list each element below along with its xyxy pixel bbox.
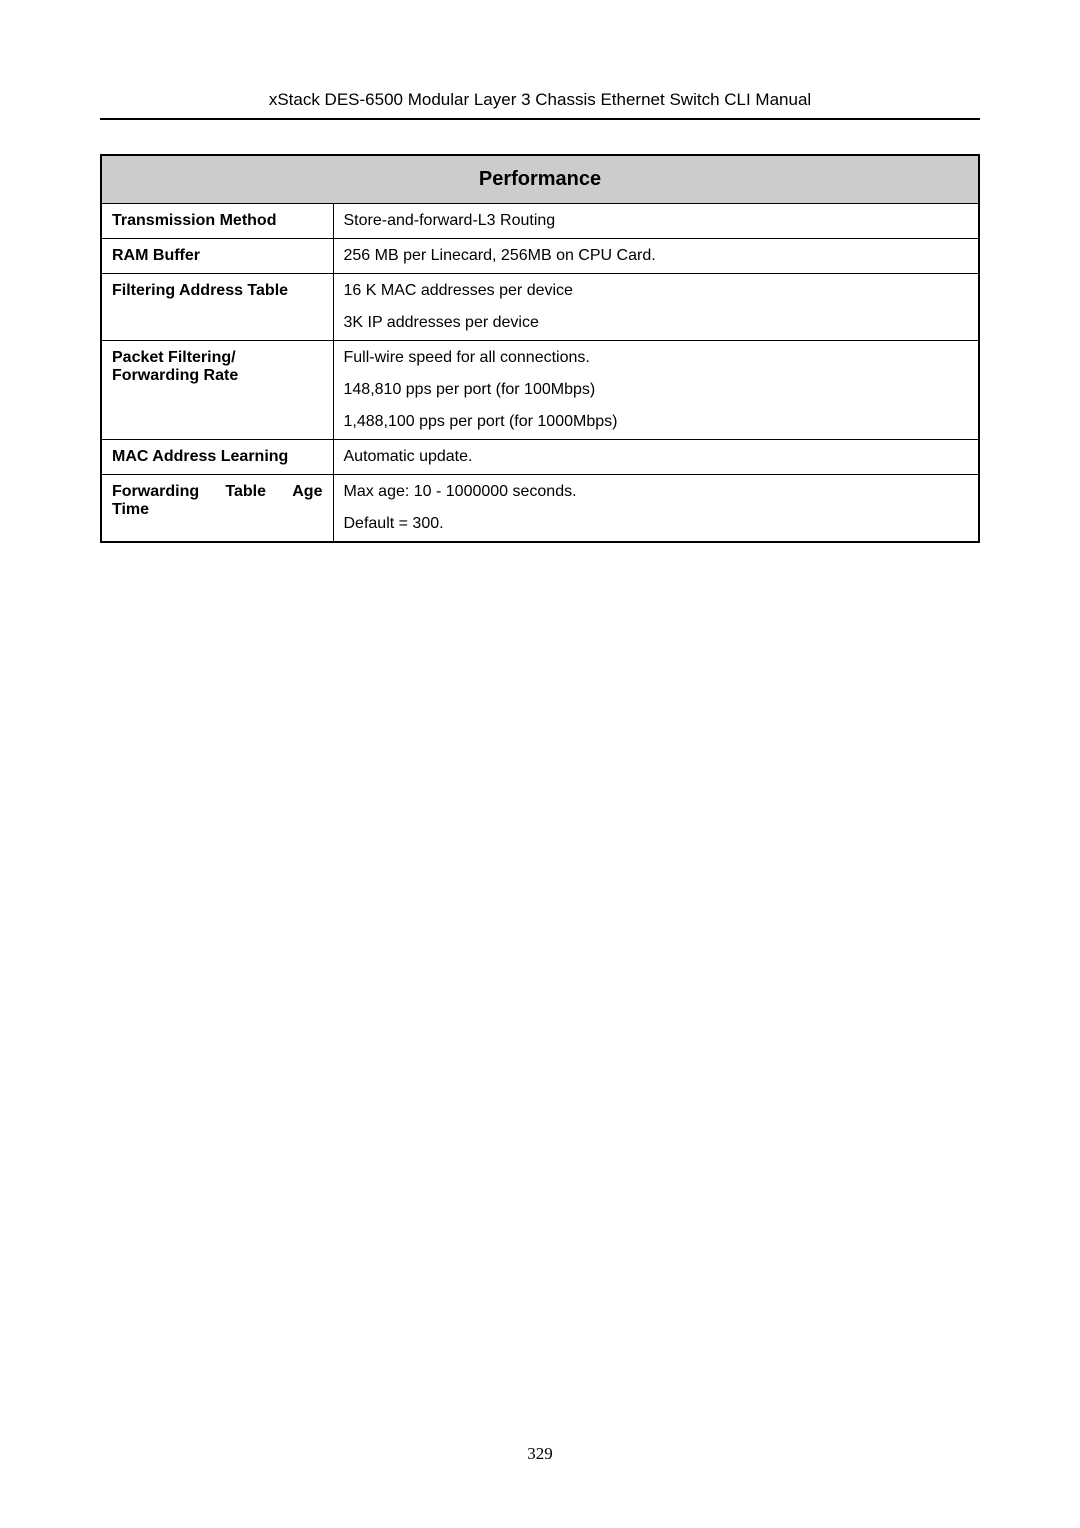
label-word: Age (292, 483, 322, 501)
performance-table: Performance Transmission Method Store-an… (100, 154, 980, 543)
value-line: Default = 300. (344, 515, 969, 533)
table-title-cell: Performance (101, 155, 979, 204)
label-line: Forwarding Table Age (112, 483, 323, 501)
row-label-ram-buffer: RAM Buffer (101, 239, 333, 274)
value-line: 3K IP addresses per device (344, 314, 969, 332)
row-label-forwarding-age: Forwarding Table Age Time (101, 475, 333, 543)
table-row: Transmission Method Store-and-forward-L3… (101, 204, 979, 239)
value-line: Max age: 10 - 1000000 seconds. (344, 483, 969, 501)
table-row: Packet Filtering/ Forwarding Rate Full-w… (101, 341, 979, 440)
page-number: 329 (0, 1444, 1080, 1464)
label-line: Packet Filtering/ (112, 349, 323, 367)
value-line: 148,810 pps per port (for 100Mbps) (344, 381, 969, 399)
row-value-ram-buffer: 256 MB per Linecard, 256MB on CPU Card. (333, 239, 979, 274)
row-value-mac-learning: Automatic update. (333, 440, 979, 475)
page-header-title: xStack DES-6500 Modular Layer 3 Chassis … (100, 90, 980, 110)
value-line: 1,488,100 pps per port (for 1000Mbps) (344, 413, 969, 431)
row-label-filtering-address: Filtering Address Table (101, 274, 333, 341)
table-row: RAM Buffer 256 MB per Linecard, 256MB on… (101, 239, 979, 274)
row-value-packet-filtering: Full-wire speed for all connections. 148… (333, 341, 979, 440)
row-label-mac-learning: MAC Address Learning (101, 440, 333, 475)
row-label-packet-filtering: Packet Filtering/ Forwarding Rate (101, 341, 333, 440)
header-underline (100, 118, 980, 120)
table-row: Filtering Address Table 16 K MAC address… (101, 274, 979, 341)
row-value-transmission: Store-and-forward-L3 Routing (333, 204, 979, 239)
value-line: Full-wire speed for all connections. (344, 349, 969, 367)
row-label-transmission: Transmission Method (101, 204, 333, 239)
page-container: xStack DES-6500 Modular Layer 3 Chassis … (0, 0, 1080, 543)
label-line: Forwarding Rate (112, 367, 323, 385)
table-row: Forwarding Table Age Time Max age: 10 - … (101, 475, 979, 543)
table-row: MAC Address Learning Automatic update. (101, 440, 979, 475)
row-value-filtering-address: 16 K MAC addresses per device 3K IP addr… (333, 274, 979, 341)
label-word: Forwarding (112, 483, 199, 501)
table-header-row: Performance (101, 155, 979, 204)
label-word: Table (225, 483, 266, 501)
value-line: 16 K MAC addresses per device (344, 282, 969, 300)
row-value-forwarding-age: Max age: 10 - 1000000 seconds. Default =… (333, 475, 979, 543)
label-line: Time (112, 501, 323, 519)
